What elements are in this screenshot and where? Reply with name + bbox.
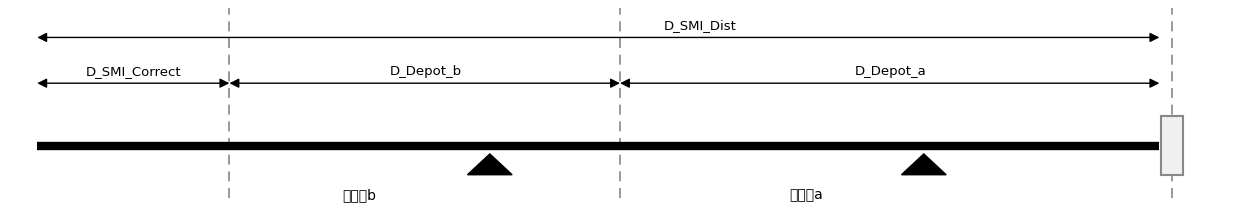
Text: D_SMI_Dist: D_SMI_Dist xyxy=(665,19,737,32)
Polygon shape xyxy=(901,154,946,175)
Bar xyxy=(1161,116,1183,175)
Text: D_Depot_a: D_Depot_a xyxy=(854,65,926,78)
Text: 存车线a: 存车线a xyxy=(789,188,823,202)
Text: 存车线b: 存车线b xyxy=(342,188,377,202)
Polygon shape xyxy=(467,154,512,175)
Text: D_Depot_b: D_Depot_b xyxy=(389,65,461,78)
Text: D_SMI_Correct: D_SMI_Correct xyxy=(86,65,182,78)
